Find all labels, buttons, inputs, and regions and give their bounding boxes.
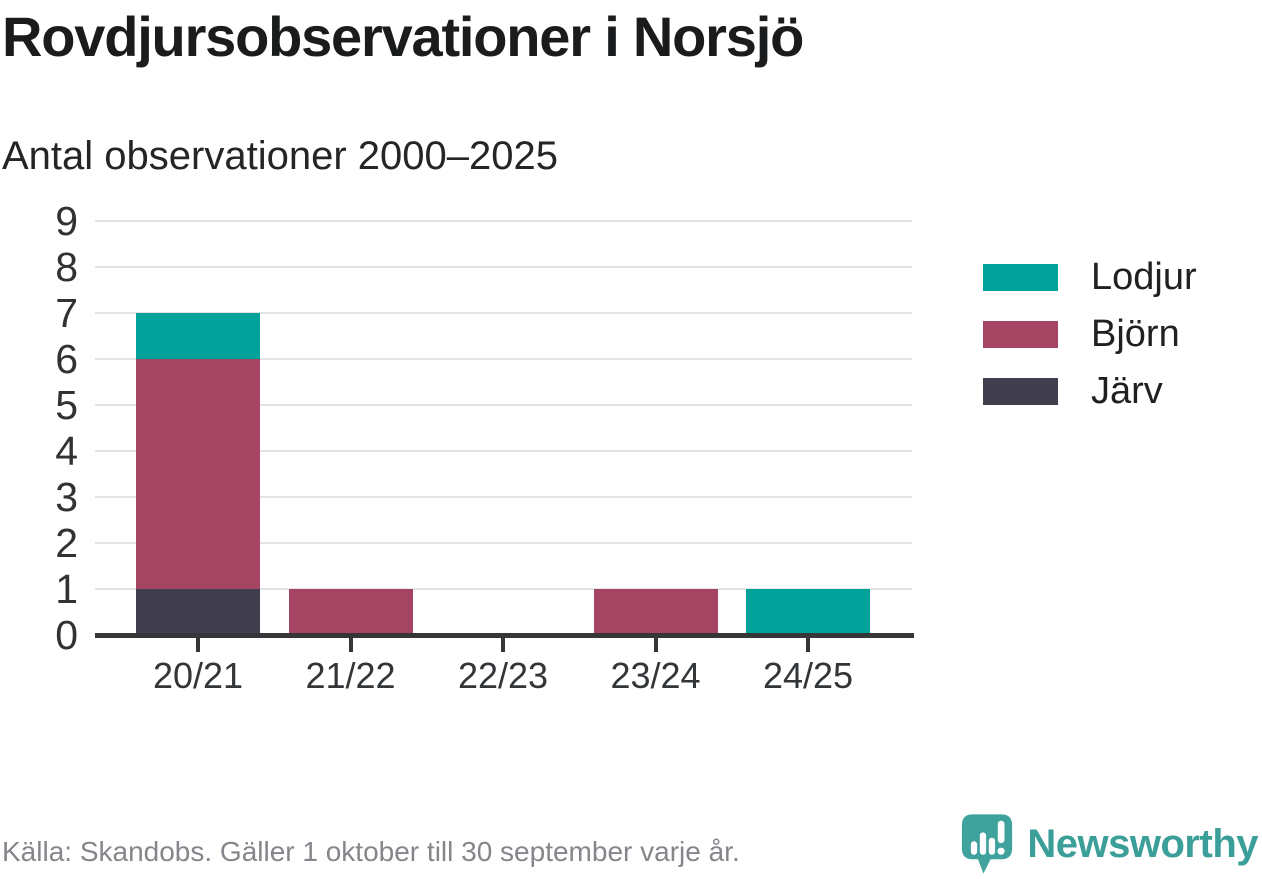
brand-name: Newsworthy: [1027, 821, 1258, 866]
legend-label: Lodjur: [1091, 255, 1197, 298]
y-tick-label: 1: [55, 566, 78, 612]
grid-line: [95, 542, 912, 544]
legend-swatch: [983, 377, 1058, 405]
legend-entry: Björn: [983, 307, 1180, 361]
grid-line: [95, 266, 912, 268]
x-axis-tick: [196, 638, 200, 652]
legend-label: Järv: [1091, 369, 1163, 412]
newsworthy-logo-icon: [962, 814, 1013, 874]
y-tick-label: 4: [55, 428, 78, 474]
y-tick-label: 5: [55, 382, 78, 428]
legend-label: Björn: [1091, 312, 1180, 355]
page-title: Rovdjursobservationer i Norsjö: [2, 5, 804, 68]
brand-lockup: Newsworthy: [961, 812, 1258, 876]
bar-segment-lodjur: [136, 313, 260, 359]
bar-segment-lodjur: [746, 589, 870, 635]
grid-line: [95, 496, 912, 498]
y-tick-label: 9: [55, 198, 78, 244]
y-tick-label: 0: [55, 612, 78, 658]
x-axis-tick: [501, 638, 505, 652]
y-tick-label: 7: [55, 290, 78, 336]
grid-line: [95, 588, 912, 590]
x-tick-label: 21/22: [305, 655, 396, 696]
grid-line: [95, 404, 912, 406]
y-tick-label: 3: [55, 474, 78, 520]
bar-segment-björn: [593, 589, 718, 635]
legend-swatch: [983, 320, 1058, 348]
y-tick-label: 8: [55, 244, 78, 290]
grid-line: [95, 312, 912, 314]
x-tick-label: 23/24: [610, 655, 701, 696]
x-tick-label: 22/23: [457, 655, 549, 696]
x-axis-tick: [348, 638, 353, 652]
y-tick-label: 2: [55, 520, 78, 566]
bar-segment-järv: [136, 589, 260, 635]
x-axis-tick: [653, 638, 658, 652]
y-tick-label: 6: [55, 336, 78, 382]
grid-line: [95, 358, 912, 360]
source-note: Källa: Skandobs. Gäller 1 oktober till 3…: [2, 836, 740, 867]
legend-swatch: [983, 263, 1058, 291]
chart-subtitle: Antal observationer 2000–2025: [2, 134, 558, 178]
legend-entry: Lodjur: [983, 250, 1197, 304]
x-tick-label: 24/25: [762, 655, 854, 696]
bar-segment-björn: [136, 359, 260, 589]
grid-line: [95, 450, 912, 452]
x-tick-label: 20/21: [152, 655, 244, 696]
bar-segment-björn: [288, 589, 413, 635]
grid-line: [95, 220, 912, 222]
legend-entry: Järv: [983, 364, 1163, 418]
x-axis-line: [95, 633, 914, 638]
x-axis-tick: [806, 638, 810, 652]
